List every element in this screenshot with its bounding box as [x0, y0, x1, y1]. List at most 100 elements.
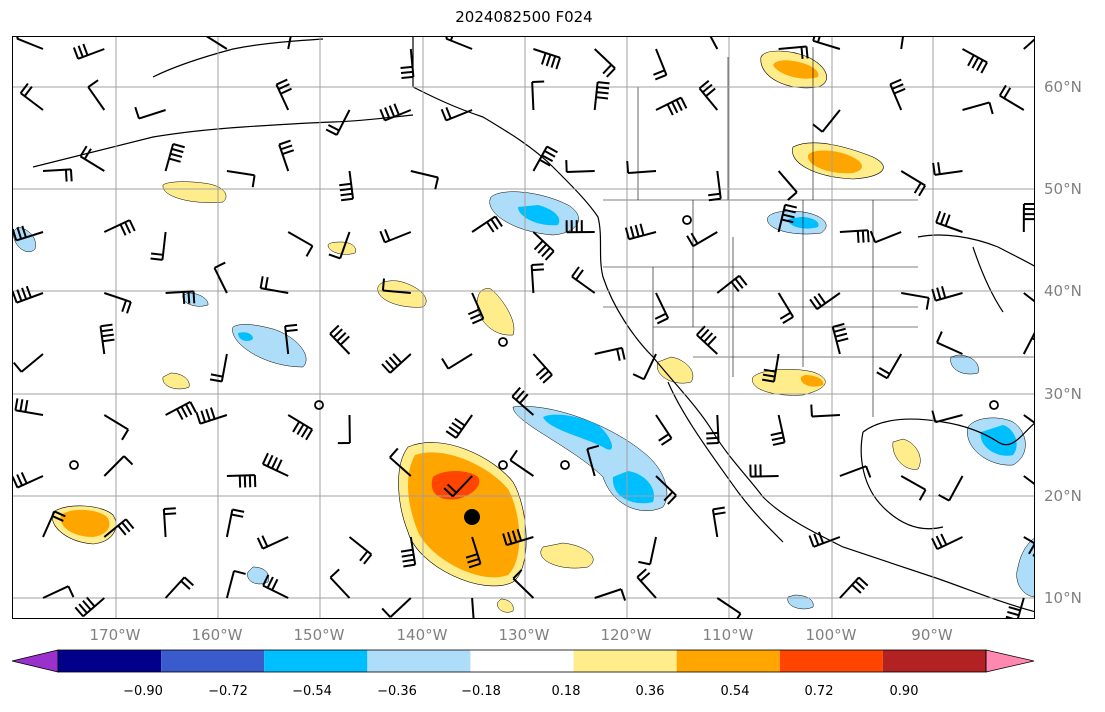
colorbar-tick: −0.54	[292, 684, 332, 699]
wind-barb	[381, 597, 412, 618]
wind-barb	[225, 508, 245, 538]
wind-barb	[632, 353, 657, 381]
wind-barb	[761, 353, 780, 383]
wind-barb	[938, 475, 964, 502]
map-title: 2024082500 F024	[455, 8, 593, 26]
wind-barb	[711, 506, 726, 538]
wind-barb	[13, 225, 44, 242]
wind-barb	[103, 455, 134, 477]
wind-barb	[465, 536, 482, 569]
wind-barb	[532, 353, 553, 384]
wind-barb	[150, 231, 167, 261]
wind-barb	[624, 223, 657, 241]
lon-label-170w: 170°W	[89, 626, 141, 644]
wind-barb	[72, 43, 105, 60]
wind-barb	[698, 79, 719, 111]
wind-barb	[512, 569, 535, 599]
colorbar	[11, 649, 1035, 673]
coastlines	[32, 37, 1034, 613]
colorbar-tick: −0.36	[377, 684, 417, 699]
wind-barb	[876, 353, 903, 380]
wind-barb	[205, 37, 228, 50]
wind-barb	[261, 452, 289, 477]
colorbar-extend-high	[985, 649, 1035, 673]
wind-barb	[278, 139, 295, 172]
lon-label-90w: 90°W	[911, 626, 953, 644]
wind-barb	[626, 161, 657, 175]
colorbar-tick: −0.90	[123, 684, 163, 699]
wind-barb	[329, 324, 351, 355]
colorbar-segment	[882, 650, 986, 672]
wind-barb	[79, 145, 105, 172]
wind-barb	[812, 109, 841, 133]
wind-barb	[931, 533, 963, 551]
colorbar-segment	[161, 650, 265, 672]
wind-barb	[467, 292, 485, 325]
colorbar-segment	[264, 650, 368, 672]
wind-barb	[962, 101, 994, 115]
wind-barbs	[13, 37, 1034, 618]
wind-barb	[16, 37, 44, 50]
wind-barb	[329, 568, 351, 599]
wind-barb	[593, 81, 610, 111]
wind-barb	[471, 215, 503, 233]
wind-barb	[1005, 597, 1025, 618]
wind-barb	[808, 531, 841, 548]
wind-barb	[1022, 332, 1034, 355]
lat-label-10n: 10°N	[1044, 589, 1082, 607]
wind-barb	[655, 414, 673, 446]
wind-barb	[532, 145, 558, 172]
colorbar-segment	[470, 650, 574, 672]
map-plot-area[interactable]	[12, 36, 1035, 619]
wind-barb	[339, 170, 355, 202]
wind-barb	[337, 414, 351, 445]
wind-barb	[831, 322, 849, 355]
wind-barb	[1022, 203, 1034, 233]
wind-barb	[287, 414, 314, 441]
wind-barb	[1023, 414, 1034, 424]
colorbar-tick: 0.54	[720, 684, 750, 699]
wind-barb	[74, 596, 105, 618]
wind-barb	[869, 230, 902, 244]
wind-barb	[389, 447, 412, 477]
wind-barb	[962, 48, 988, 74]
wind-barb	[262, 574, 289, 599]
wind-barb	[531, 80, 545, 111]
wind-barb	[134, 106, 166, 120]
wind-barb	[778, 45, 809, 59]
wind-barb	[571, 266, 596, 294]
wind-barb	[998, 84, 1025, 111]
colorbar-frame	[57, 649, 987, 673]
lat-label-40n: 40°N	[1044, 282, 1082, 300]
wind-barb	[287, 37, 292, 50]
wind-barb	[708, 170, 722, 202]
wind-barb	[777, 203, 798, 233]
wind-barb	[400, 48, 415, 79]
wind-barb	[328, 231, 351, 260]
wind-barb	[42, 510, 66, 538]
wind-barb	[13, 353, 44, 373]
colorbar-tick: 0.72	[804, 684, 834, 699]
wind-barb	[936, 331, 963, 355]
wind-barb	[381, 278, 411, 294]
tropical-storm-marker	[464, 509, 480, 525]
colorbar-tick: 0.36	[635, 684, 665, 699]
wind-barb	[213, 261, 228, 294]
lat-label-20n: 20°N	[1044, 487, 1082, 505]
colorbar-tick: 0.18	[551, 684, 581, 699]
colorbar-segment	[779, 650, 883, 672]
wind-barb	[509, 449, 534, 477]
lon-label-120w: 120°W	[600, 626, 652, 644]
wind-barb	[379, 103, 412, 122]
wind-barb	[103, 414, 130, 441]
wind-barb	[410, 170, 440, 190]
wind-barb	[226, 474, 257, 488]
wind-barb	[812, 37, 841, 50]
colorbar-segment	[676, 650, 780, 672]
gridlines	[13, 37, 1034, 618]
wind-barb	[533, 48, 561, 70]
wind-barb	[839, 576, 869, 599]
wind-barb	[13, 285, 44, 304]
wind-barb	[565, 160, 595, 174]
wind-barb	[1023, 475, 1034, 485]
